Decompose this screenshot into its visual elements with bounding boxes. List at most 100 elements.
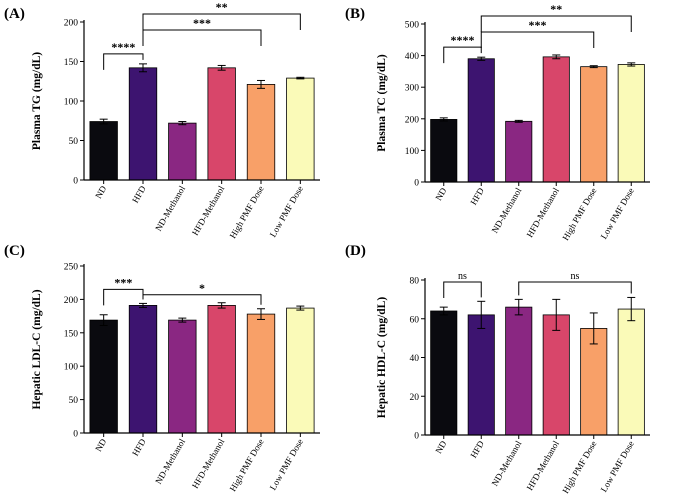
y-tick-label: 50	[69, 137, 79, 147]
significance-bracket: *	[142, 281, 262, 305]
x-tick-label: HFD	[468, 186, 486, 207]
x-tick-label: Low PMF Dose	[599, 439, 636, 494]
y-axis-label: Hepatic HDL-C (mg/dL)	[376, 297, 388, 419]
x-tick-label: ND	[93, 184, 108, 201]
significance-label: ****	[111, 40, 135, 54]
significance-label: *	[199, 281, 205, 295]
bar	[542, 314, 570, 436]
bar	[128, 67, 158, 181]
y-tick-label: 0	[414, 432, 419, 442]
y-tick-label: 100	[64, 363, 79, 373]
significance-label: ***	[193, 16, 211, 30]
bar	[580, 66, 608, 183]
significance-bracket: ***	[142, 16, 262, 46]
bar	[430, 310, 458, 436]
bar	[286, 307, 315, 434]
bar	[89, 319, 118, 434]
significance-bracket: **	[480, 2, 632, 32]
y-tick-label: 250	[64, 263, 79, 273]
bar	[246, 84, 276, 181]
bar	[430, 119, 458, 183]
x-tick-label: HFD	[468, 439, 486, 460]
bar	[286, 77, 315, 181]
bar	[128, 305, 158, 434]
significance-label: ***	[529, 18, 547, 32]
bracket-line	[480, 31, 595, 48]
y-tick-label: 100	[64, 98, 79, 108]
x-tick-label: Low PMF Dose	[599, 186, 636, 241]
y-tick-label: 60	[410, 315, 420, 325]
significance-label: ns	[458, 271, 467, 282]
x-tick-label: ND-Methanol	[153, 184, 187, 233]
y-tick-label: 50	[69, 396, 79, 406]
chart-panel-4: (D) Hepatic HDL-C (mg/dL) 0 20 40 60 80 ND HFD ND…	[345, 243, 650, 495]
y-tick-label: 500	[405, 21, 420, 31]
y-tick-label: 0	[73, 430, 78, 440]
y-tick-label: 80	[410, 277, 420, 287]
significance-label: **	[550, 2, 562, 16]
x-tick-label: HFD	[130, 437, 148, 458]
y-tick-label: 0	[73, 177, 78, 187]
chart-panel-1: (A) Plasma TG (mg/dL) 0 50 100 150 200 ND HFD ND-…	[4, 0, 320, 240]
panel-label: (D)	[345, 243, 366, 259]
x-tick-label: HFD-Methanol	[525, 439, 562, 492]
significance-bracket: **	[142, 0, 301, 30]
bar	[505, 306, 533, 436]
significance-bracket: ***	[103, 275, 144, 306]
chart-panel-3: (C) Hepatic LDL-C (mg/dL) 0 50 100 150 200 250 N…	[4, 243, 320, 493]
x-tick-label: Low PMF Dose	[268, 184, 305, 239]
x-tick-label: HFD-Methanol	[190, 184, 227, 237]
bar	[505, 120, 533, 183]
x-tick-label: Low PMF Dose	[268, 437, 305, 492]
y-tick-label: 40	[410, 354, 420, 364]
bar	[580, 328, 608, 436]
y-tick-label: 200	[405, 115, 420, 125]
bar	[542, 56, 570, 183]
x-tick-label: High PMF Dose	[228, 184, 266, 240]
y-tick-label: 0	[414, 179, 419, 189]
significance-label: ***	[114, 275, 132, 289]
y-tick-label: 300	[405, 84, 420, 94]
y-tick-label: 400	[405, 52, 420, 62]
significance-bracket: ns	[443, 271, 482, 298]
bracket-line	[142, 294, 262, 305]
x-tick-label: ND	[93, 437, 108, 454]
bar	[467, 58, 495, 183]
significance-bracket: ****	[103, 40, 144, 70]
bar	[89, 121, 118, 181]
bracket-line	[103, 288, 144, 306]
bracket-line	[443, 281, 482, 298]
significance-label: ns	[571, 271, 580, 282]
y-axis-label: Plasma TG (mg/dL)	[31, 52, 43, 150]
significance-bracket: ****	[443, 33, 482, 64]
bar	[168, 122, 197, 181]
x-tick-label: ND	[433, 439, 448, 456]
bracket-line	[480, 15, 632, 32]
panel-label: (B)	[345, 6, 365, 22]
x-tick-label: High PMF Dose	[560, 439, 598, 495]
significance-bracket: ***	[480, 18, 595, 48]
x-tick-label: ND-Methanol	[490, 439, 524, 488]
bar	[246, 313, 276, 434]
y-tick-label: 150	[64, 58, 79, 68]
y-axis-label: Plasma TC (mg/dL)	[376, 54, 388, 152]
bracket-line	[518, 281, 632, 296]
significance-bracket: ns	[518, 271, 632, 296]
x-tick-label: ND-Methanol	[153, 437, 187, 486]
bracket-line	[103, 53, 144, 70]
x-tick-label: HFD-Methanol	[190, 437, 227, 490]
y-tick-label: 200	[64, 296, 79, 306]
significance-label: ****	[451, 33, 475, 47]
y-axis-label: Hepatic LDL-C (mg/dL)	[31, 289, 43, 409]
x-tick-label: High PMF Dose	[560, 186, 598, 242]
bar	[168, 319, 197, 434]
x-tick-label: ND-Methanol	[490, 186, 524, 235]
x-tick-label: HFD	[130, 184, 148, 205]
bar	[207, 67, 236, 181]
bracket-line	[142, 29, 262, 46]
x-tick-label: HFD-Methanol	[525, 186, 562, 239]
panel-label: (C)	[4, 243, 25, 259]
y-tick-label: 20	[410, 393, 420, 403]
x-tick-label: High PMF Dose	[228, 437, 266, 493]
